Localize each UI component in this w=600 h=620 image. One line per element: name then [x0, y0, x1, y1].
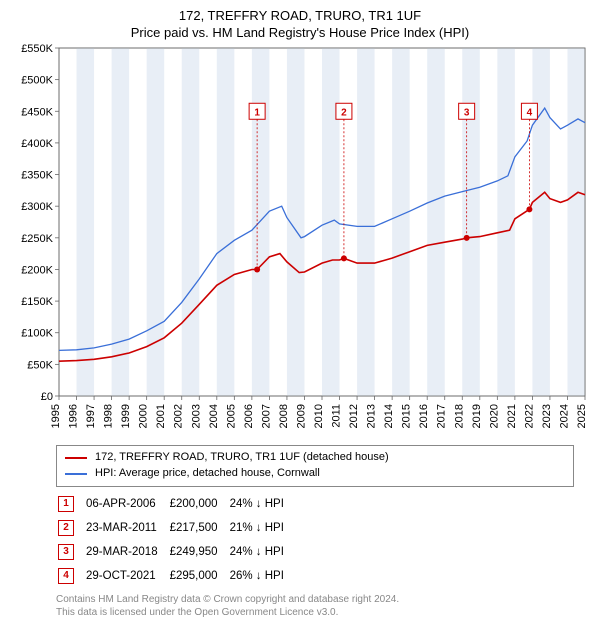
- svg-text:2003: 2003: [190, 404, 202, 428]
- svg-text:2: 2: [341, 107, 347, 118]
- svg-text:1998: 1998: [102, 404, 114, 428]
- svg-text:2001: 2001: [155, 404, 167, 428]
- svg-text:2023: 2023: [540, 404, 552, 428]
- legend-row: 172, TREFFRY ROAD, TRURO, TR1 1UF (detac…: [65, 450, 565, 466]
- svg-text:£100K: £100K: [21, 328, 53, 340]
- svg-text:2008: 2008: [277, 404, 289, 428]
- svg-text:2021: 2021: [505, 404, 517, 428]
- sale-index: 2: [58, 517, 84, 539]
- sale-date: 29-MAR-2018: [86, 541, 168, 563]
- title-line-2: Price paid vs. HM Land Registry's House …: [10, 25, 590, 42]
- sale-date: 23-MAR-2011: [86, 517, 168, 539]
- svg-text:1995: 1995: [50, 404, 62, 428]
- svg-text:2006: 2006: [242, 404, 254, 428]
- sale-price: £200,000: [170, 493, 228, 515]
- svg-text:1997: 1997: [85, 404, 97, 428]
- svg-text:2018: 2018: [453, 404, 465, 428]
- legend-swatch: [65, 473, 87, 475]
- svg-text:2019: 2019: [470, 404, 482, 428]
- svg-text:2020: 2020: [488, 404, 500, 428]
- sale-index: 3: [58, 541, 84, 563]
- footer-line-2: This data is licensed under the Open Gov…: [56, 606, 574, 619]
- footer-line-1: Contains HM Land Registry data © Crown c…: [56, 593, 574, 606]
- svg-text:2009: 2009: [295, 404, 307, 428]
- svg-text:2010: 2010: [313, 404, 325, 428]
- svg-text:2007: 2007: [260, 404, 272, 428]
- svg-text:£500K: £500K: [21, 74, 53, 86]
- svg-text:2004: 2004: [207, 404, 219, 428]
- svg-text:£50K: £50K: [27, 359, 53, 371]
- svg-text:4: 4: [526, 107, 532, 118]
- svg-text:2016: 2016: [418, 404, 430, 428]
- legend: 172, TREFFRY ROAD, TRURO, TR1 1UF (detac…: [56, 445, 574, 487]
- svg-text:£550K: £550K: [21, 44, 53, 55]
- svg-text:2025: 2025: [576, 404, 588, 428]
- table-row: 429-OCT-2021£295,00026% ↓ HPI: [58, 565, 294, 587]
- sale-delta: 21% ↓ HPI: [230, 517, 294, 539]
- svg-text:£400K: £400K: [21, 138, 53, 150]
- svg-text:£350K: £350K: [21, 169, 53, 181]
- sale-delta: 24% ↓ HPI: [230, 493, 294, 515]
- svg-text:£200K: £200K: [21, 264, 53, 276]
- table-row: 223-MAR-2011£217,50021% ↓ HPI: [58, 517, 294, 539]
- legend-label: HPI: Average price, detached house, Corn…: [95, 466, 320, 482]
- page-root: 172, TREFFRY ROAD, TRURO, TR1 1UF Price …: [0, 0, 600, 620]
- title-line-1: 172, TREFFRY ROAD, TRURO, TR1 1UF: [10, 8, 590, 25]
- sale-delta: 24% ↓ HPI: [230, 541, 294, 563]
- svg-text:2014: 2014: [383, 404, 395, 428]
- svg-text:1996: 1996: [67, 404, 79, 428]
- svg-text:3: 3: [463, 107, 469, 118]
- svg-text:2022: 2022: [523, 404, 535, 428]
- svg-text:£300K: £300K: [21, 201, 53, 213]
- sale-price: £249,950: [170, 541, 228, 563]
- svg-text:2012: 2012: [348, 404, 360, 428]
- svg-text:2015: 2015: [400, 404, 412, 428]
- svg-text:£450K: £450K: [21, 106, 53, 118]
- sale-price: £217,500: [170, 517, 228, 539]
- svg-text:2011: 2011: [330, 404, 342, 428]
- table-row: 106-APR-2006£200,00024% ↓ HPI: [58, 493, 294, 515]
- svg-text:2000: 2000: [137, 404, 149, 428]
- svg-text:2024: 2024: [558, 404, 570, 428]
- title-block: 172, TREFFRY ROAD, TRURO, TR1 1UF Price …: [10, 8, 590, 42]
- sale-index: 1: [58, 493, 84, 515]
- svg-text:£0: £0: [40, 391, 52, 403]
- sale-date: 06-APR-2006: [86, 493, 168, 515]
- sale-delta: 26% ↓ HPI: [230, 565, 294, 587]
- chart-svg: £0 £50K £100K £150K £200K £250K £300K £350K £400…: [13, 44, 588, 439]
- svg-text:1: 1: [254, 107, 260, 118]
- legend-row: HPI: Average price, detached house, Corn…: [65, 466, 565, 482]
- legend-swatch: [65, 457, 87, 459]
- svg-text:£250K: £250K: [21, 233, 53, 245]
- svg-text:2002: 2002: [172, 404, 184, 428]
- table-row: 329-MAR-2018£249,95024% ↓ HPI: [58, 541, 294, 563]
- chart: £0 £50K £100K £150K £200K £250K £300K £350K £400…: [13, 44, 588, 439]
- sales-table: 106-APR-2006£200,00024% ↓ HPI223-MAR-201…: [56, 491, 296, 589]
- legend-label: 172, TREFFRY ROAD, TRURO, TR1 1UF (detac…: [95, 450, 389, 466]
- sale-date: 29-OCT-2021: [86, 565, 168, 587]
- sale-index: 4: [58, 565, 84, 587]
- svg-text:2017: 2017: [435, 404, 447, 428]
- footer: Contains HM Land Registry data © Crown c…: [56, 593, 574, 619]
- svg-text:2005: 2005: [225, 404, 237, 428]
- svg-text:2013: 2013: [365, 404, 377, 428]
- sale-price: £295,000: [170, 565, 228, 587]
- svg-text:£150K: £150K: [21, 296, 53, 308]
- svg-text:1999: 1999: [120, 404, 132, 428]
